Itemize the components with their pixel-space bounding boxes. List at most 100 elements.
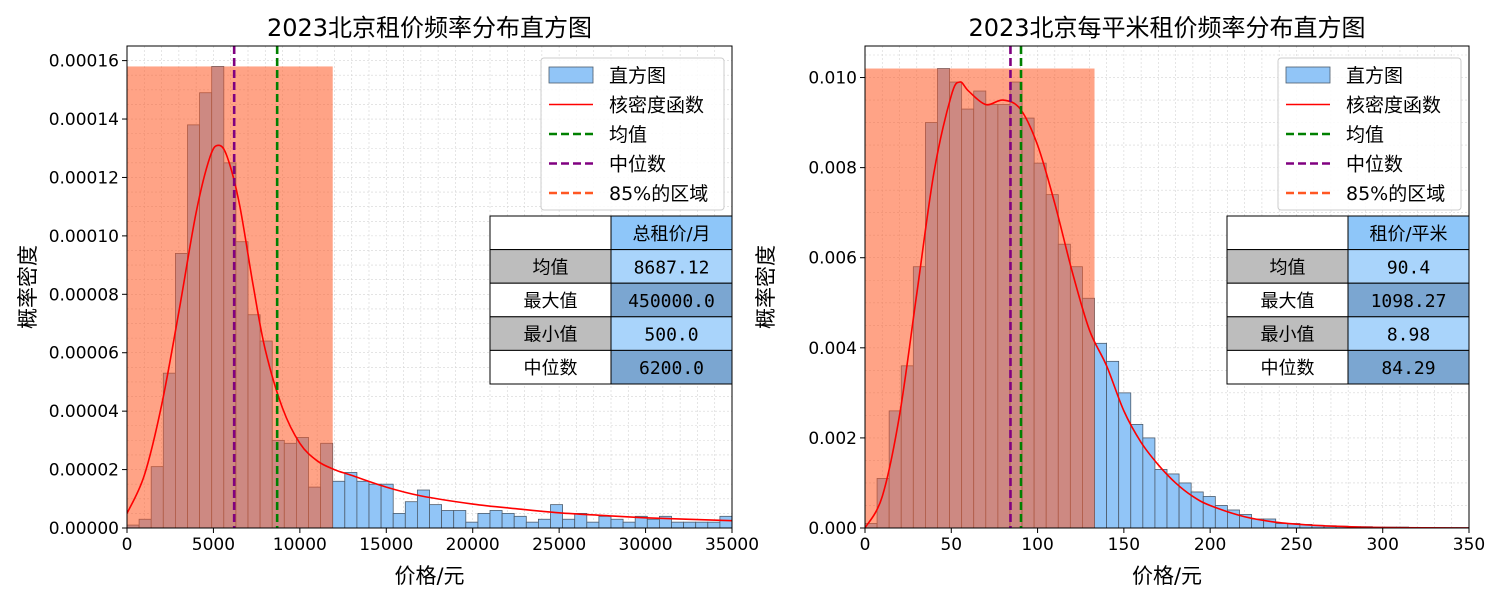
histogram-bar [586,521,600,528]
histogram-bar [1142,437,1156,528]
table-cell-text: 中位数 [1261,358,1315,379]
histogram-bar [1178,482,1192,528]
histogram-bar [622,521,636,528]
histogram-bar [671,521,685,528]
histogram-bar [719,515,732,528]
y-tick-label: 0.00010 [49,227,119,247]
histogram-bar [441,510,455,528]
histogram-bar [429,504,443,528]
table-cell-text: 1098.27 [1371,291,1447,312]
legend-label: 85%的区域 [609,183,708,205]
histogram-bar [550,504,563,528]
legend-label: 直方图 [1346,65,1403,87]
histogram-bar [598,515,612,528]
histogram-bar [1202,496,1216,528]
histogram-bar [1094,342,1108,528]
table-cell [1226,282,1349,318]
histogram-bar [465,521,479,528]
table-cell-text: 最大值 [1261,291,1315,312]
histogram-bar [368,483,382,528]
y-tick-label: 0.00014 [49,110,119,130]
y-tick-label: 0.00004 [49,402,119,422]
table-cell [610,249,733,284]
kde-curve [127,144,732,522]
table-cell [1226,249,1349,284]
x-tick-label: 20000 [446,535,500,555]
histogram-bar [513,515,527,528]
y-tick-label: 0.000 [808,519,857,539]
table-cell-text: 84.29 [1381,358,1435,379]
histogram-bar [477,512,491,528]
legend-label: 85%的区域 [1346,183,1445,205]
x-tick-label: 0 [122,535,133,555]
histogram-bar [1154,469,1168,528]
x-tick-label: 250 [1280,535,1312,555]
table-cell [610,215,733,251]
chart-title: 2023北京租价频率分布直方图 [267,14,592,42]
table-cell-text: 6200.0 [639,358,704,379]
table-cell [1347,215,1470,251]
histogram-bar [646,518,660,528]
y-tick-label: 0.010 [808,69,857,89]
table-cell-text: 8687.12 [634,257,710,278]
chart-1: 0 5000 10000 15000 20000 25000 30000 35000 0.000… [16,14,759,588]
histogram-bar [489,510,503,528]
table-header-cell-text: 租价/平米 [1369,224,1447,245]
legend-label: 核密度函数 [609,95,704,117]
chart-title: 2023北京每平米租价频率分布直方图 [968,14,1365,42]
y-tick-label: 0.00006 [49,344,119,364]
y-tick-label: 0.00002 [49,461,119,481]
x-tick-label: 200 [1194,535,1226,555]
table-cell-text: 最大值 [524,291,578,312]
region-85-percent [865,68,1095,528]
x-tick-label: 15000 [359,535,413,555]
histogram-bar [538,518,551,528]
y-tick-label: 0.00008 [49,285,119,305]
histogram-bar [356,480,370,528]
histogram-bar [525,521,539,528]
x-tick-label: 350 [1453,535,1485,555]
table-cell [1347,316,1470,351]
legend-swatch [548,66,594,84]
histogram-bar [404,501,418,528]
table-cell [489,316,612,351]
legend-label: 中位数 [1346,154,1403,176]
y-tick-label: 0.00016 [49,52,119,72]
histogram-bar [332,480,346,528]
table-cell-text: 8.98 [1387,325,1430,346]
table-cell [489,349,612,385]
legend-label: 核密度函数 [1346,95,1441,117]
table-cell-text: 90.4 [1387,257,1430,278]
table-cell-text: 均值 [533,257,569,278]
table-cell [610,282,733,318]
histogram-bar [380,483,394,528]
table-cell-text: 450000.0 [628,291,715,312]
histogram-bar [344,472,358,528]
legend-swatch [1285,66,1331,84]
histogram-bar [683,521,697,528]
histogram-bar [1130,423,1144,528]
histogram-bar [453,510,467,528]
y-axis-label: 概率密度 [754,245,778,329]
x-tick-label: 35000 [705,535,759,555]
x-axis-label: 价格/元 [394,564,464,588]
x-tick-label: 30000 [619,535,673,555]
x-tick-label: 300 [1366,535,1398,555]
table-cell [1226,316,1349,351]
table-cell-text: 最小值 [524,325,578,346]
x-tick-label: 25000 [532,535,586,555]
x-tick-label: 5000 [192,535,235,555]
histogram-bar [695,521,709,528]
table-cell [610,349,733,385]
y-tick-label: 0.008 [808,159,857,179]
y-tick-label: 0.00012 [49,168,119,188]
histogram-bar [1275,523,1289,528]
y-axis-label: 概率密度 [16,245,40,329]
x-tick-label: 100 [1021,535,1053,555]
plot-content [127,46,732,528]
legend-box [1277,57,1462,211]
table-cell [1226,215,1349,251]
